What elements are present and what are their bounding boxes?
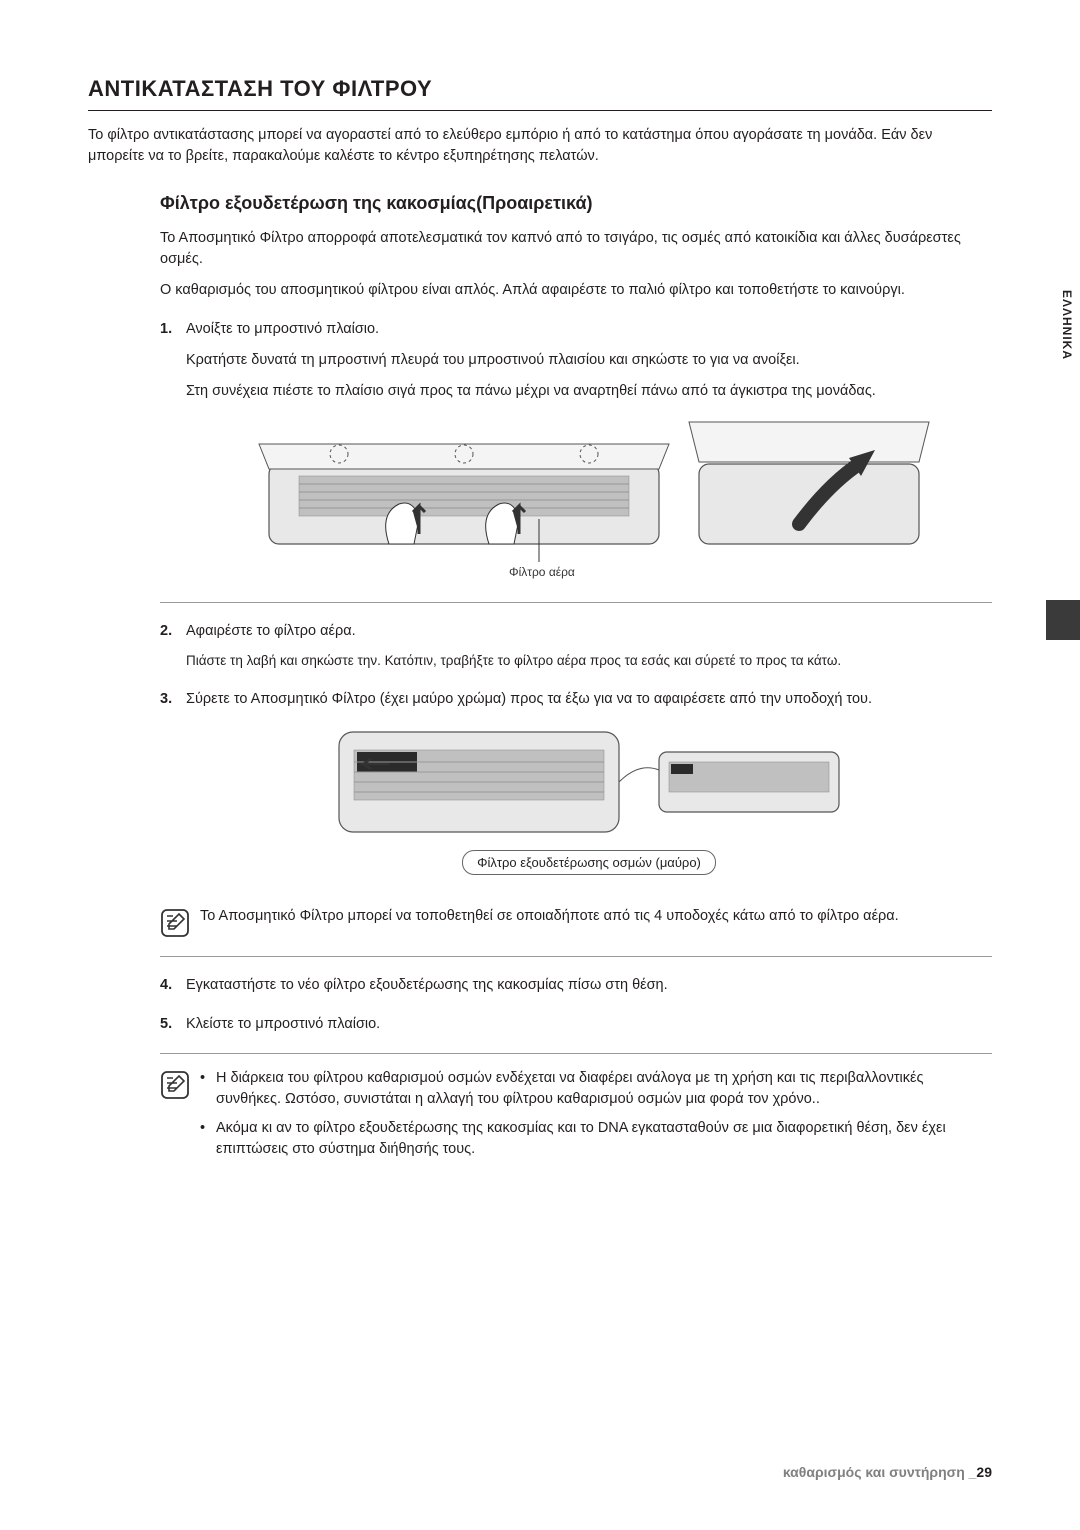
desc-2: Ο καθαρισμός του αποσμητικού φίλτρου είν… (160, 280, 992, 301)
step-4-text: Εγκαταστήστε το νέο φίλτρο εξουδετέρωσης… (186, 975, 992, 996)
figure-2-svg (329, 722, 849, 842)
figure-1: Φίλτρο αέρα (186, 414, 992, 584)
figure-1-svg: Φίλτρο αέρα (239, 414, 939, 584)
step-2-text: Αφαιρέστε το φίλτρο αέρα. (186, 621, 992, 642)
note-2: Η διάρκεια του φίλτρου καθαρισμού οσμών … (160, 1068, 992, 1168)
note-2-item-1: Η διάρκεια του φίλτρου καθαρισμού οσμών … (200, 1068, 992, 1110)
step-1-sub1: Κρατήστε δυνατά τη μπροστινή πλευρά του … (186, 350, 992, 371)
section-subtitle: Φίλτρο εξουδετέρωση της κακοσμίας(Προαιρ… (160, 193, 992, 214)
note-2-item-2: Ακόμα κι αν το φίλτρο εξουδετέρωσης της … (200, 1118, 992, 1160)
step-3: 3. Σύρετε το Αποσμητικό Φίλτρο (έχει μαύ… (160, 689, 992, 710)
step-4: 4. Εγκαταστήστε το νέο φίλτρο εξουδετέρω… (160, 975, 992, 996)
step-1-sub2: Στη συνέχεια πιέστε το πλαίσιο σιγά προς… (186, 381, 992, 402)
step-5-text: Κλείστε το μπροστινό πλαίσιο. (186, 1014, 992, 1035)
step-5-num: 5. (160, 1014, 186, 1035)
separator-2 (160, 956, 992, 957)
note-icon (160, 908, 190, 938)
note-1-text: Το Αποσμητικό Φίλτρο μπορεί να τοποθετηθ… (200, 906, 992, 938)
intro-text: Το φίλτρο αντικατάστασης μπορεί να αγορα… (88, 125, 992, 167)
step-1-num: 1. (160, 319, 186, 340)
fig2-caption: Φίλτρο εξουδετέρωσης οσμών (μαύρο) (462, 850, 716, 875)
separator-3 (160, 1053, 992, 1054)
separator-1 (160, 602, 992, 603)
step-5: 5. Κλείστε το μπροστινό πλαίσιο. (160, 1014, 992, 1035)
step-2: 2. Αφαιρέστε το φίλτρο αέρα. (160, 621, 992, 642)
step-2-sub1: Πιάστε τη λαβή και σηκώστε την. Κατόπιν,… (186, 652, 992, 671)
fig1-label: Φίλτρο αέρα (509, 565, 575, 579)
note-icon (160, 1070, 190, 1100)
step-2-num: 2. (160, 621, 186, 642)
step-1: 1. Ανοίξτε το μπροστινό πλαίσιο. (160, 319, 992, 340)
page-footer: καθαρισμός και συντήρηση _29 (783, 1464, 992, 1480)
note-1: Το Αποσμητικό Φίλτρο μπορεί να τοποθετηθ… (160, 906, 992, 938)
step-1-text: Ανοίξτε το μπροστινό πλαίσιο. (186, 319, 992, 340)
footer-page-number: 29 (976, 1464, 992, 1480)
figure-2: Φίλτρο εξουδετέρωσης οσμών (μαύρο) (186, 722, 992, 892)
step-3-text: Σύρετε το Αποσμητικό Φίλτρο (έχει μαύρο … (186, 689, 992, 710)
page-title: ΑΝΤΙΚΑΤΑΣΤΑΣΗ ΤΟΥ ΦΙΛΤΡΟΥ (88, 76, 992, 111)
desc-1: Το Αποσμητικό Φίλτρο απορροφά αποτελεσμα… (160, 228, 992, 270)
step-4-num: 4. (160, 975, 186, 996)
step-3-num: 3. (160, 689, 186, 710)
footer-section: καθαρισμός και συντήρηση _ (783, 1464, 977, 1480)
